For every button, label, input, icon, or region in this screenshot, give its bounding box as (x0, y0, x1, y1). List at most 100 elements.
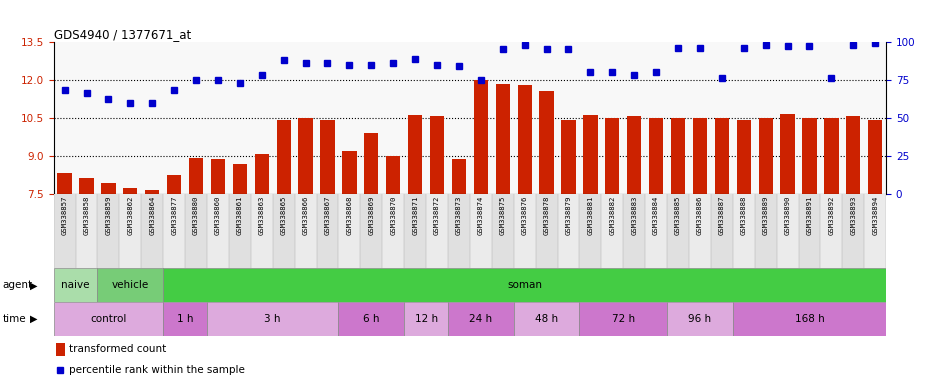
Text: GSM338864: GSM338864 (149, 196, 155, 235)
Bar (513, 194, 536, 268)
Bar (605, 118, 620, 194)
Text: GSM338868: GSM338868 (346, 196, 352, 235)
Text: 168 h: 168 h (795, 314, 824, 324)
Text: ▶: ▶ (30, 314, 37, 324)
Bar (207, 194, 228, 268)
Bar (316, 194, 339, 268)
Bar (496, 84, 510, 194)
Bar (233, 164, 247, 194)
Text: GSM338874: GSM338874 (478, 196, 484, 235)
Bar (802, 118, 817, 194)
Bar (339, 302, 404, 336)
Bar (163, 194, 185, 268)
Bar (448, 194, 470, 268)
Text: agent: agent (3, 280, 33, 290)
Text: GSM338882: GSM338882 (610, 196, 615, 235)
Bar (361, 194, 382, 268)
Bar (623, 194, 645, 268)
Bar (228, 194, 251, 268)
Bar (733, 194, 755, 268)
Bar (123, 189, 138, 194)
Text: 6 h: 6 h (364, 314, 379, 324)
Text: GSM338862: GSM338862 (128, 196, 133, 235)
Text: GSM338873: GSM338873 (456, 196, 462, 235)
Bar (142, 194, 163, 268)
Text: GSM338893: GSM338893 (850, 196, 857, 235)
Bar (404, 302, 448, 336)
Bar (119, 194, 142, 268)
Bar (273, 194, 295, 268)
Text: GSM338858: GSM338858 (83, 196, 90, 235)
Bar (579, 302, 667, 336)
Bar (386, 156, 401, 194)
Text: GSM338894: GSM338894 (872, 196, 878, 235)
Text: naive: naive (61, 280, 90, 290)
Bar (97, 194, 119, 268)
Bar (57, 173, 72, 194)
Text: time: time (3, 314, 27, 324)
Bar (474, 80, 488, 194)
Bar (824, 118, 838, 194)
Bar (868, 120, 882, 194)
Text: GSM338884: GSM338884 (653, 196, 660, 235)
Text: GSM338870: GSM338870 (390, 196, 396, 235)
Text: transformed count: transformed count (69, 344, 166, 354)
Bar (733, 302, 886, 336)
Bar (145, 190, 159, 194)
Text: GSM338865: GSM338865 (280, 196, 287, 235)
Bar (601, 194, 623, 268)
Text: soman: soman (507, 280, 542, 290)
Text: GSM338883: GSM338883 (631, 196, 637, 235)
Bar (408, 115, 422, 194)
Text: GSM338860: GSM338860 (215, 196, 221, 235)
Text: GSM338875: GSM338875 (500, 196, 506, 235)
Text: 1 h: 1 h (177, 314, 193, 324)
Bar (513, 302, 579, 336)
Bar (254, 154, 269, 194)
Bar (715, 118, 729, 194)
Bar (470, 194, 492, 268)
Bar (451, 159, 466, 194)
Bar (689, 194, 711, 268)
Bar (320, 120, 335, 194)
Bar (755, 194, 777, 268)
Bar (163, 302, 207, 336)
Bar (671, 118, 685, 194)
Text: GSM338881: GSM338881 (587, 196, 594, 235)
Bar (758, 118, 772, 194)
Bar (781, 114, 795, 194)
Bar (579, 194, 601, 268)
Bar (448, 302, 513, 336)
Bar (342, 151, 356, 194)
Bar (80, 178, 93, 194)
Text: GSM338876: GSM338876 (522, 196, 527, 235)
Text: GSM338889: GSM338889 (762, 196, 769, 235)
Bar (645, 194, 667, 268)
Bar (102, 184, 116, 194)
Bar (277, 120, 290, 194)
Bar (251, 194, 273, 268)
Bar (163, 268, 886, 302)
Text: GSM338886: GSM338886 (697, 196, 703, 235)
Text: GSM338857: GSM338857 (62, 196, 68, 235)
Bar (798, 194, 820, 268)
Text: GSM338891: GSM338891 (807, 196, 812, 235)
Text: vehicle: vehicle (112, 280, 149, 290)
Text: 72 h: 72 h (611, 314, 635, 324)
Bar (711, 194, 733, 268)
Text: GSM338879: GSM338879 (565, 196, 572, 235)
Text: GSM338866: GSM338866 (302, 196, 309, 235)
Bar (843, 194, 864, 268)
Bar (667, 194, 689, 268)
Bar (539, 91, 554, 194)
Text: GSM338888: GSM338888 (741, 196, 746, 235)
Text: GSM338869: GSM338869 (368, 196, 375, 235)
Bar (536, 194, 558, 268)
Bar (207, 302, 339, 336)
Text: 48 h: 48 h (535, 314, 558, 324)
Text: control: control (91, 314, 127, 324)
Bar (777, 194, 798, 268)
Bar (339, 194, 361, 268)
Bar (295, 194, 316, 268)
Text: GSM338878: GSM338878 (544, 196, 549, 235)
